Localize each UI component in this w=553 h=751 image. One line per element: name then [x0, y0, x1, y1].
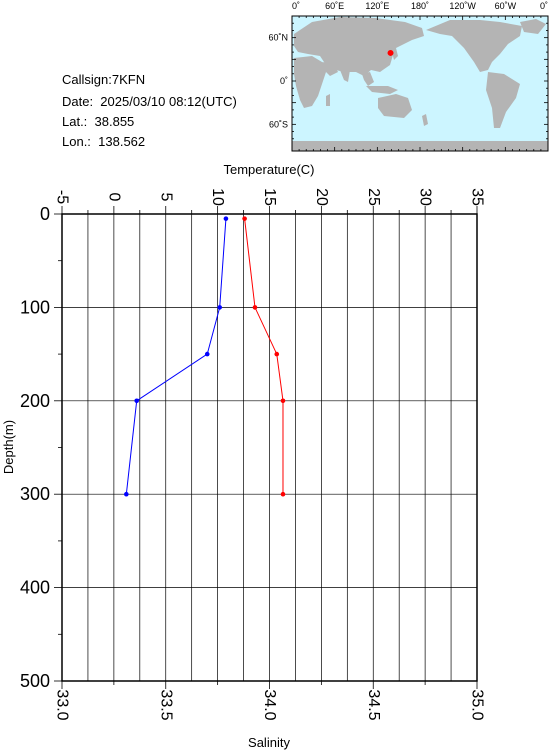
salinity-tick-label-33-0: 33.0 [54, 689, 71, 720]
callsign-label: Callsign:7KFN [62, 72, 146, 87]
salinity-tick-labels: 33.0 33.5 34.0 34.5 35.0 [54, 689, 486, 720]
temperature-point [280, 398, 286, 404]
map-longitude-label-120-W: 120˚W [449, 1, 476, 11]
salinity-axis-label: Salinity [248, 735, 290, 750]
map-longitude-labels: 0˚ 60˚E 120˚E 180˚ 120˚W 60˚W 0˚ [292, 1, 548, 11]
temperature-tick-label-15: 15 [261, 188, 278, 206]
series-lines [124, 216, 286, 497]
temperature-tick-label-0: 0 [105, 193, 122, 202]
land-south-america [486, 72, 520, 128]
depth-tick-label-400: 400 [20, 578, 50, 598]
world-map: 0˚ 60˚E 120˚E 180˚ 120˚W 60˚W 0˚ 60˚N 0˚ 60˚S [268, 1, 549, 152]
temperature-tick-label-5: 5 [157, 193, 174, 202]
salinity-tick-label-33-5: 33.5 [157, 689, 174, 720]
map-longitude-label-60-E: 60˚E [325, 1, 344, 11]
land-india [340, 70, 350, 82]
land-indonesia [366, 86, 398, 94]
land-australia [378, 94, 412, 118]
temperature-tick-label-35: 35 [469, 188, 486, 206]
temperature-tick-label-5: -5 [54, 190, 71, 204]
temperature-axis-label: Temperature(C) [223, 162, 314, 177]
depth-tick-labels: 0 100 200 300 400 500 [20, 204, 50, 691]
map-land [292, 17, 548, 151]
land-africa [294, 56, 326, 108]
salinity-tick-label-34-5: 34.5 [365, 689, 382, 720]
land-se-asia [362, 72, 374, 86]
temperature-tick-label-30: 30 [417, 188, 434, 206]
temperature-point [280, 491, 286, 497]
temperature-tick-labels: -5 0 5 10 15 20 25 30 35 [54, 188, 486, 206]
land-antarctica [292, 141, 548, 151]
map-ticks [291, 16, 549, 151]
map-latitude-labels: 60˚N 0˚ 60˚S [268, 33, 288, 130]
depth-axis-label: Depth(m) [1, 420, 16, 474]
temperature-tick-label-10: 10 [209, 188, 226, 206]
depth-tick-label-500: 500 [20, 671, 50, 691]
salinity-tick-label-34-0: 34.0 [261, 689, 278, 720]
salinity-point [223, 216, 229, 221]
land-greenland [520, 19, 546, 34]
map-latitude-label-60-S: 60˚S [269, 119, 288, 129]
land-japan [392, 48, 398, 60]
map-latitude-label-0: 0˚ [280, 76, 288, 86]
salinity-point [217, 305, 222, 310]
temperature-point [252, 305, 258, 310]
salinity-point [124, 491, 129, 497]
map-longitude-label-60-W: 60˚W [495, 1, 517, 11]
land-arabia [322, 62, 338, 76]
temperature-point [242, 216, 247, 221]
plot-frame [61, 213, 478, 682]
depth-tick-label-200: 200 [20, 391, 50, 411]
map-longitude-label-0: 0˚ [292, 1, 300, 11]
land-new-zealand [422, 114, 428, 126]
map-longitude-label-120-E: 120˚E [365, 1, 389, 11]
date-label: Date: 2025/03/10 08:12(UTC) [62, 94, 237, 109]
salinity-point [134, 398, 139, 404]
map-latitude-label-60-N: 60˚N [268, 33, 288, 43]
longitude-label: Lon.: 138.562 [62, 134, 146, 149]
temperature-point [274, 351, 280, 357]
temperature-tick-label-20: 20 [313, 188, 330, 206]
depth-tick-label-0: 0 [40, 204, 50, 224]
land-madagascar [326, 94, 330, 106]
map-longitude-label-0: 0˚ [540, 1, 548, 11]
salinity-point [204, 351, 210, 357]
depth-tick-label-100: 100 [20, 297, 50, 317]
land-north-america [426, 20, 522, 72]
station-marker [387, 49, 394, 56]
profile-chart: -5 0 5 10 15 20 25 30 35 33.0 33.5 34.0 34.5 35.0 0 1… [1, 162, 486, 750]
temperature-tick-label-25: 25 [365, 188, 382, 206]
depth-tick-label-300: 300 [20, 484, 50, 504]
grid [62, 214, 477, 681]
land-europe-asia [294, 17, 424, 76]
map-longitude-label-180: 180˚ [411, 1, 429, 11]
latitude-label: Lat.: 38.855 [62, 114, 135, 129]
salinity-tick-label-35-0: 35.0 [469, 689, 486, 720]
